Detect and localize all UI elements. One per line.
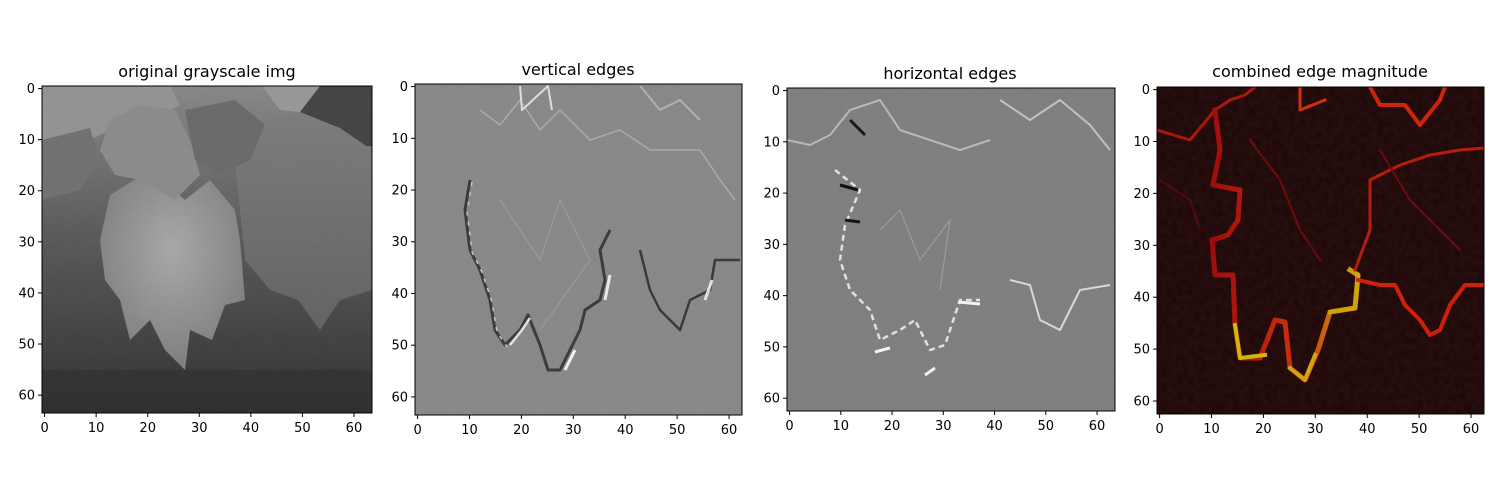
y-tick-label: 40: [1133, 291, 1150, 306]
y-tick-label: 40: [763, 289, 780, 304]
y-tick-label: 50: [1133, 343, 1150, 358]
x-tick-label: 20: [1255, 422, 1272, 437]
x-tick-label: 30: [191, 421, 208, 436]
axis-ticks: 0 10 20 30 40 50 60 0 10 20 30 40 50 60: [391, 80, 737, 438]
axes-frame: [786, 87, 1116, 412]
y-tick-label: 60: [1133, 395, 1150, 410]
panel-combined-magnitude: combined edge magnitude 0 10 20 30 40 50 60 0 10…: [1133, 62, 1485, 437]
panel-horizontal-edges: horizontal edges 0 10 20 30 40 50 60 0 10 20 30 40 5…: [763, 64, 1116, 434]
panel-title: vertical edges: [521, 60, 634, 79]
x-tick-label: 20: [139, 421, 156, 436]
y-tick-label: 30: [763, 238, 780, 253]
x-tick-label: 0: [1155, 422, 1163, 437]
x-tick-label: 40: [1359, 422, 1376, 437]
y-tick-label: 0: [27, 82, 35, 97]
y-tick-label: 20: [391, 184, 408, 199]
y-tick-label: 50: [763, 340, 780, 355]
x-tick-label: 0: [785, 419, 793, 434]
x-tick-label: 20: [884, 419, 901, 434]
x-tick-label: 60: [1463, 422, 1480, 437]
y-tick-label: 60: [763, 392, 780, 407]
x-tick-label: 30: [565, 423, 582, 438]
x-tick-label: 50: [669, 423, 686, 438]
panel-title: original grayscale img: [118, 62, 295, 81]
x-tick-label: 40: [986, 419, 1003, 434]
y-tick-label: 40: [18, 286, 35, 301]
y-tick-label: 20: [763, 187, 780, 202]
y-tick-label: 10: [1133, 135, 1150, 150]
y-tick-label: 50: [18, 338, 35, 353]
y-tick-label: 50: [391, 339, 408, 354]
x-tick-label: 30: [935, 419, 952, 434]
heatmap-image: [42, 86, 372, 413]
x-tick-label: 10: [461, 423, 478, 438]
x-tick-label: 60: [721, 423, 738, 438]
y-tick-label: 20: [1133, 187, 1150, 202]
x-tick-label: 0: [413, 423, 421, 438]
panel-original: original grayscale img 0 10 20 30 40 50 60 0 10 2…: [18, 62, 373, 436]
panel-vertical-edges: vertical edges 0 10 20 30 40 50 60 0 10 20 30 40 50 6…: [391, 60, 743, 438]
heatmap-image: [415, 84, 742, 415]
x-tick-label: 40: [617, 423, 634, 438]
axis-ticks: 0 10 20 30 40 50 60 0 10 20 30 40 50 60: [763, 84, 1105, 434]
x-tick-label: 60: [1089, 419, 1106, 434]
x-tick-label: 10: [833, 419, 850, 434]
y-tick-label: 0: [400, 80, 408, 95]
y-tick-label: 10: [763, 135, 780, 150]
y-tick-label: 0: [1142, 83, 1150, 98]
y-tick-label: 30: [391, 235, 408, 250]
y-tick-label: 10: [18, 133, 35, 148]
x-tick-label: 0: [40, 421, 48, 436]
y-tick-label: 60: [391, 390, 408, 405]
x-tick-label: 50: [1038, 419, 1055, 434]
axes-frame: [1156, 86, 1485, 415]
panel-title: horizontal edges: [883, 64, 1016, 83]
y-tick-label: 0: [772, 84, 780, 99]
x-tick-label: 50: [1411, 422, 1428, 437]
x-tick-label: 60: [346, 421, 363, 436]
y-tick-label: 20: [18, 184, 35, 199]
y-tick-label: 30: [18, 235, 35, 250]
y-tick-label: 30: [1133, 239, 1150, 254]
y-tick-label: 10: [391, 132, 408, 147]
x-tick-label: 50: [294, 421, 311, 436]
axes-frame: [414, 83, 743, 416]
axis-ticks: 0 10 20 30 40 50 60 0 10 20 30 40 50 60: [18, 82, 362, 436]
y-tick-label: 40: [391, 287, 408, 302]
x-tick-label: 40: [243, 421, 260, 436]
axis-ticks: 0 10 20 30 40 50 60 0 10 20 30 40 50 60: [1133, 83, 1479, 437]
x-tick-label: 20: [513, 423, 530, 438]
panel-title: combined edge magnitude: [1212, 62, 1428, 81]
x-tick-label: 10: [88, 421, 105, 436]
axes-frame: [41, 85, 373, 414]
heatmap-image: [787, 88, 1115, 411]
y-tick-label: 60: [18, 389, 35, 404]
heatmap-image: [1157, 87, 1484, 414]
x-tick-label: 30: [1307, 422, 1324, 437]
x-tick-label: 10: [1203, 422, 1220, 437]
